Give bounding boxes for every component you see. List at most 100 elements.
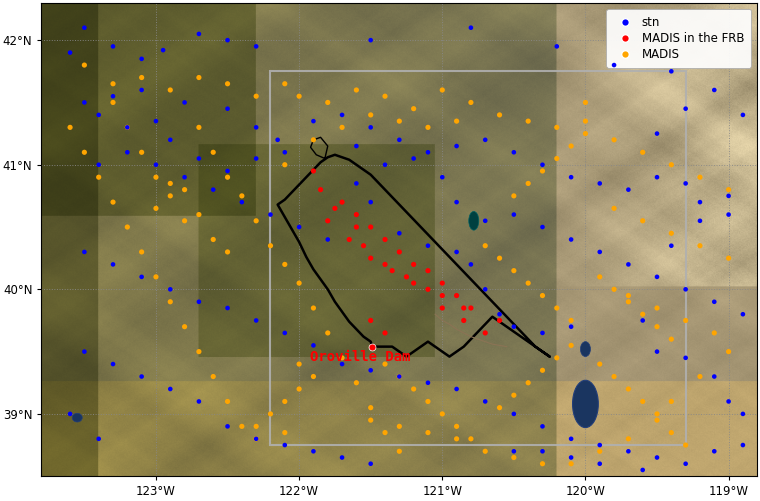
Point (122, 223, 134, 231)
Point (665, 335, 677, 343)
Point (379, 235, 391, 243)
Point (651, 323, 663, 331)
Point (622, 292, 635, 300)
Point (135, 373, 147, 381)
Point (579, 117, 591, 125)
Point (221, 36, 233, 44)
Point (637, 148, 649, 156)
Point (451, 422, 463, 430)
Point (321, 98, 334, 106)
Point (321, 329, 334, 337)
Ellipse shape (72, 413, 82, 422)
Ellipse shape (469, 211, 479, 230)
Text: Oroville Dam: Oroville Dam (310, 350, 411, 364)
Point (465, 24, 477, 32)
Point (193, 123, 205, 131)
Point (422, 285, 434, 293)
Point (479, 136, 491, 144)
Point (651, 130, 663, 138)
Point (594, 179, 606, 187)
Point (164, 86, 176, 94)
Point (107, 198, 119, 206)
Point (407, 154, 420, 162)
Point (279, 261, 291, 269)
Point (365, 404, 377, 412)
Point (479, 329, 491, 337)
Point (250, 217, 262, 225)
Point (307, 447, 319, 455)
Point (665, 428, 677, 436)
Point (436, 173, 448, 181)
Point (221, 105, 233, 113)
Point (451, 292, 463, 300)
Point (665, 161, 677, 169)
Point (565, 235, 577, 243)
Point (651, 304, 663, 312)
Point (393, 447, 405, 455)
Point (737, 111, 749, 119)
Point (279, 80, 291, 88)
Point (150, 161, 162, 169)
Point (565, 173, 577, 181)
Point (665, 397, 677, 405)
Point (193, 154, 205, 162)
Point (637, 310, 649, 318)
Point (150, 204, 162, 212)
Point (679, 441, 692, 449)
Point (250, 317, 262, 325)
Point (537, 167, 549, 175)
Point (393, 373, 405, 381)
Point (508, 210, 520, 218)
Point (679, 105, 692, 113)
Point (723, 254, 735, 262)
Point (651, 453, 663, 461)
Point (422, 397, 434, 405)
Point (479, 285, 491, 293)
Point (665, 67, 677, 75)
Point (708, 298, 720, 306)
Point (221, 304, 233, 312)
Point (422, 267, 434, 275)
Point (565, 341, 577, 349)
Point (336, 360, 348, 368)
Point (122, 123, 134, 131)
Point (64, 123, 76, 131)
Point (107, 80, 119, 88)
Point (407, 279, 420, 287)
Point (436, 86, 448, 94)
Point (651, 416, 663, 424)
Point (451, 385, 463, 393)
Point (293, 385, 306, 393)
Point (379, 92, 391, 100)
Point (522, 279, 534, 287)
Point (64, 410, 76, 418)
Point (708, 329, 720, 337)
Point (393, 422, 405, 430)
Point (436, 410, 448, 418)
Point (250, 435, 262, 443)
Point (637, 397, 649, 405)
Point (723, 192, 735, 200)
Point (336, 198, 348, 206)
Point (723, 348, 735, 356)
Point (622, 298, 635, 306)
Point (694, 198, 706, 206)
Point (135, 74, 147, 82)
Point (651, 173, 663, 181)
Point (694, 173, 706, 181)
Point (135, 148, 147, 156)
Point (250, 154, 262, 162)
Point (694, 373, 706, 381)
Point (157, 46, 169, 54)
Point (135, 86, 147, 94)
Ellipse shape (581, 342, 591, 357)
Point (608, 373, 620, 381)
Point (350, 142, 363, 150)
Point (465, 98, 477, 106)
Point (379, 428, 391, 436)
Point (493, 317, 505, 325)
Point (393, 373, 405, 381)
Point (436, 304, 448, 312)
Point (307, 167, 319, 175)
Point (508, 192, 520, 200)
